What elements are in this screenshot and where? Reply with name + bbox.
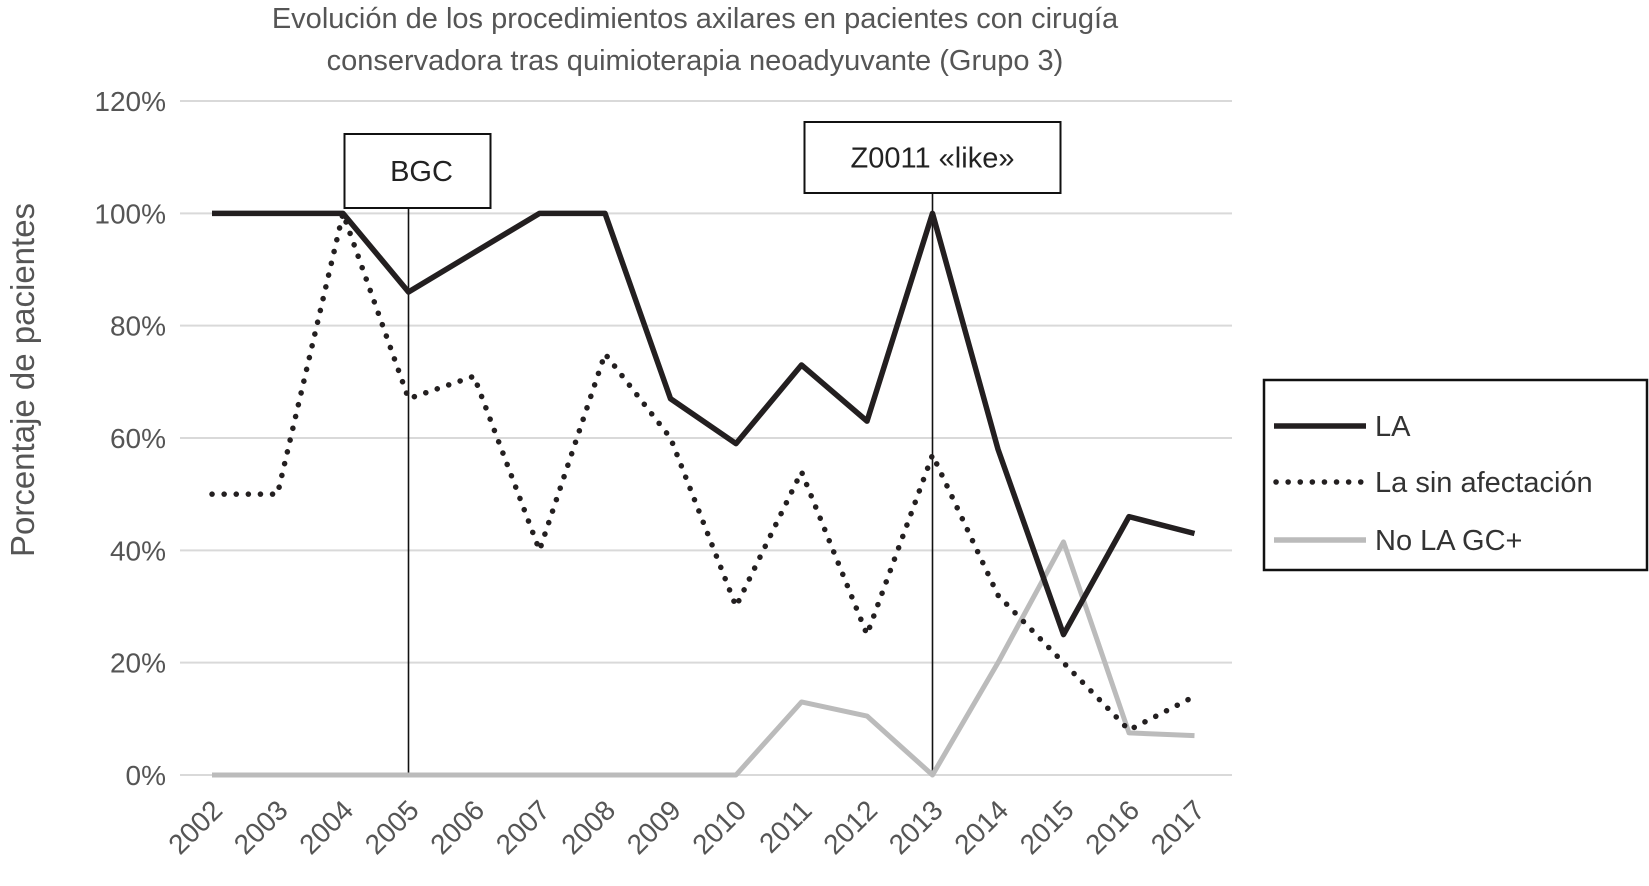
chart-title-line-2: conservadora tras quimioterapia neoadyuv… (327, 45, 1064, 77)
x-tick-label: 2014 (948, 794, 1014, 860)
x-tick-label: 2007 (490, 794, 556, 860)
x-tick-label: 2011 (753, 794, 818, 859)
x-tick-label: 2003 (228, 794, 294, 860)
series-line-1 (209, 210, 1198, 733)
y-axis-label: Porcentaje de pacientes (4, 203, 41, 557)
annotation-label: BGC (390, 156, 453, 188)
series-line-0 (212, 210, 1196, 638)
annotation-box (343, 133, 492, 209)
y-tick-label: 120% (94, 86, 166, 117)
y-tick-label: 20% (110, 648, 166, 679)
x-tick-label: 2013 (883, 794, 949, 860)
legend: LA La sin afectación No LA GC+ (1262, 378, 1649, 572)
legend-label-1: La sin afectación (1375, 467, 1593, 499)
series-line-2 (212, 539, 1195, 778)
chart-title-line-1: Evolución de los procedimientos axilares… (272, 3, 1119, 35)
annotation-label: Z0011 «like» (851, 143, 1015, 175)
x-tick-label: 2017 (1145, 794, 1211, 860)
x-tick-label: 2006 (424, 794, 490, 860)
gridlines (180, 100, 1232, 776)
annotation-box (803, 121, 1062, 194)
x-tick-label: 2008 (555, 794, 621, 860)
y-tick-label: 0% (126, 760, 166, 791)
x-tick-label: 2015 (1014, 794, 1080, 860)
y-tick-label: 60% (110, 423, 166, 454)
x-tick-label: 2012 (817, 794, 883, 860)
series-lines (209, 210, 1198, 778)
x-tick-label: 2004 (293, 794, 359, 860)
chart-title: Evolución de los procedimientos axilares… (272, 3, 1119, 77)
x-tick-label: 2002 (162, 794, 228, 860)
y-tick-labels: 0% 20% 40% 60% 80% 100% 120% (94, 86, 166, 791)
y-tick-label: 80% (110, 311, 166, 342)
y-tick-label: 100% (94, 198, 166, 229)
x-tick-labels: 2002 2003 2004 2005 2006 2007 2008 2009 2010 2011… (162, 794, 1210, 860)
y-tick-label: 40% (110, 535, 166, 566)
legend-label-2: No LA GC+ (1375, 525, 1523, 557)
annotations: BGC Z0011 «like» (343, 121, 1062, 775)
x-tick-label: 2009 (621, 794, 687, 860)
x-tick-label: 2016 (1079, 794, 1145, 860)
legend-label-0: LA (1375, 411, 1411, 443)
x-tick-label: 2005 (359, 794, 425, 860)
x-tick-label: 2010 (686, 794, 752, 860)
